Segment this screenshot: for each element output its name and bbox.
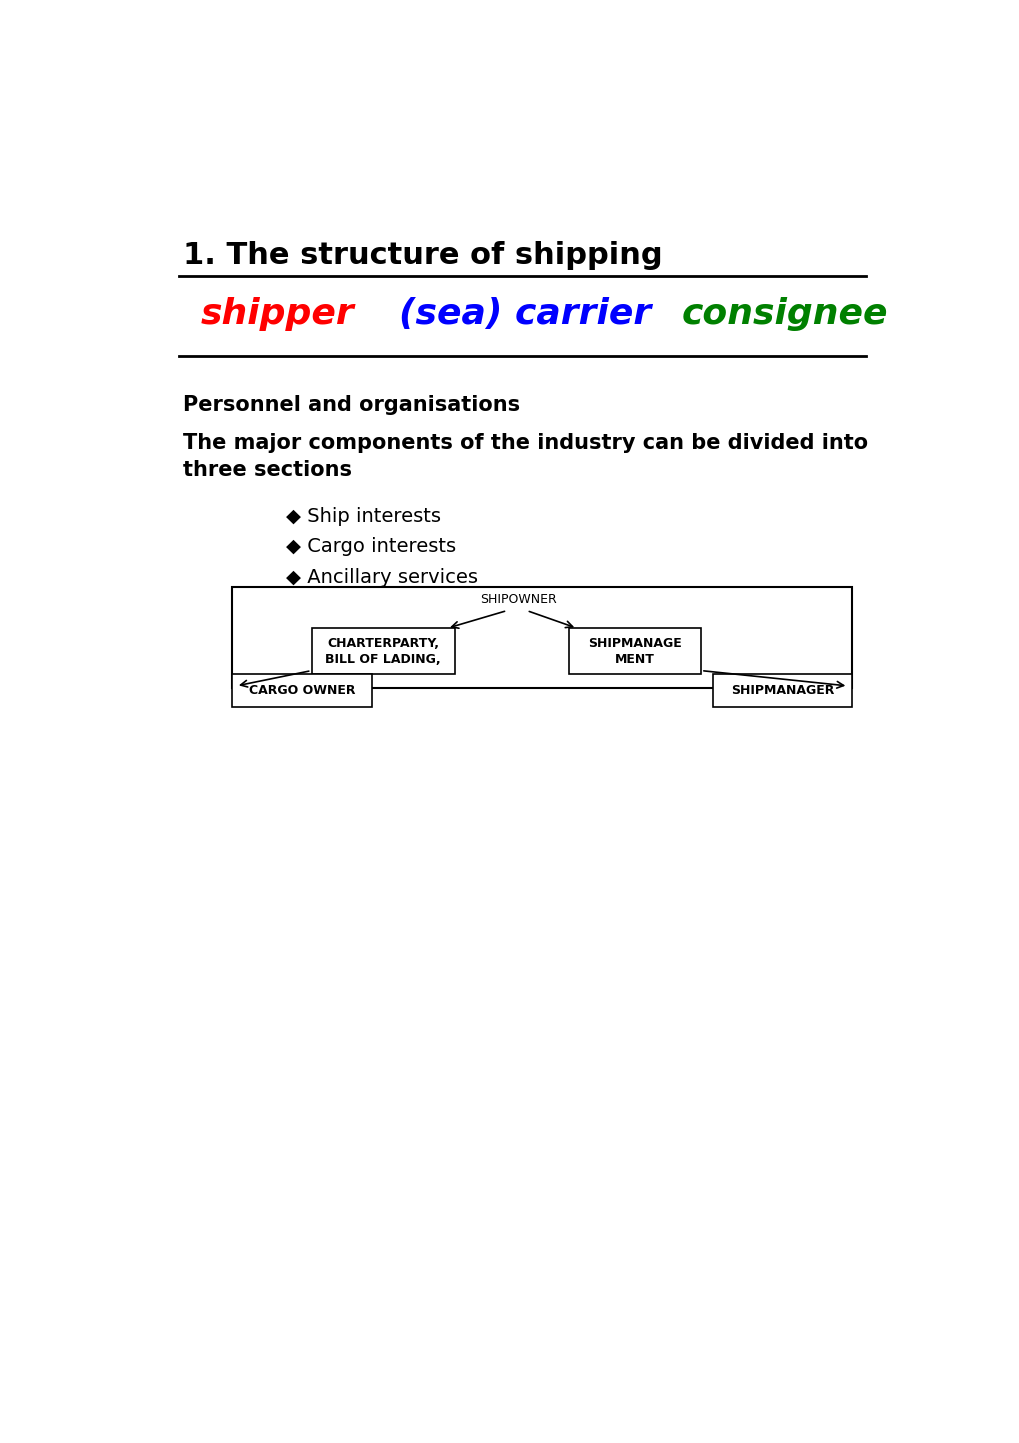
Text: SHIPMANAGER: SHIPMANAGER [730, 684, 834, 697]
Text: CARGO OWNER: CARGO OWNER [249, 684, 355, 697]
Text: consignee: consignee [681, 297, 888, 330]
Text: shipper: shipper [201, 297, 355, 330]
Text: 1. The structure of shipping: 1. The structure of shipping [183, 241, 662, 270]
Text: ◆ Ancillary services: ◆ Ancillary services [286, 569, 478, 587]
Bar [712, 674, 851, 707]
Bar [232, 587, 851, 687]
Bar [311, 628, 454, 674]
Text: ◆ Cargo interests: ◆ Cargo interests [286, 537, 457, 557]
Text: Personnel and organisations: Personnel and organisations [183, 395, 520, 416]
Text: ◆ Ship interests: ◆ Ship interests [286, 506, 441, 525]
Text: (sea) carrier: (sea) carrier [398, 297, 650, 330]
Text: SHIPMANAGE
MENT: SHIPMANAGE MENT [588, 636, 682, 665]
Text: SHIPOWNER: SHIPOWNER [480, 593, 556, 606]
Text: The major components of the industry can be divided into
three sections: The major components of the industry can… [183, 433, 867, 481]
Bar [232, 674, 371, 707]
Text: CHARTERPARTY,
BILL OF LADING,: CHARTERPARTY, BILL OF LADING, [325, 636, 440, 665]
Bar [569, 628, 700, 674]
